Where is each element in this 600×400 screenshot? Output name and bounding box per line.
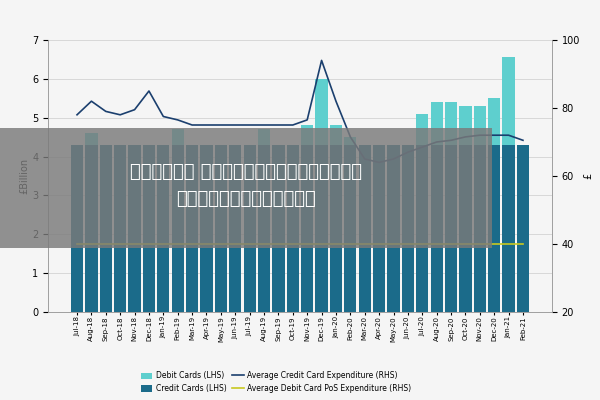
Bar bbox=[258, 145, 270, 312]
Bar bbox=[402, 145, 414, 312]
Bar bbox=[100, 145, 112, 312]
Bar bbox=[388, 145, 400, 312]
Bar bbox=[172, 129, 184, 312]
Bar bbox=[316, 145, 328, 312]
Text: 网上配资查询 年货节调研：地域年货走红、以旧
换新加力，京东获七成多好评: 网上配资查询 年货节调研：地域年货走红、以旧 换新加力，京东获七成多好评 bbox=[130, 163, 362, 208]
Legend: Debit Cards (LHS), Credit Cards (LHS), Average Credit Card Expenditure (RHS), Av: Debit Cards (LHS), Credit Cards (LHS), A… bbox=[138, 368, 414, 396]
Bar bbox=[517, 145, 529, 312]
Bar bbox=[71, 145, 83, 312]
Bar bbox=[402, 145, 414, 312]
Bar bbox=[244, 145, 256, 312]
Bar bbox=[100, 145, 112, 312]
Bar bbox=[157, 145, 169, 312]
Bar bbox=[431, 145, 443, 312]
Bar bbox=[272, 145, 284, 312]
Bar bbox=[373, 145, 385, 312]
Bar bbox=[128, 145, 140, 312]
Bar bbox=[373, 145, 385, 312]
Bar bbox=[502, 145, 515, 312]
Bar bbox=[301, 126, 313, 312]
Bar bbox=[517, 145, 529, 312]
Bar bbox=[344, 145, 356, 312]
Bar bbox=[128, 145, 140, 312]
Y-axis label: £Billion: £Billion bbox=[19, 158, 29, 194]
Bar bbox=[416, 114, 428, 312]
Bar bbox=[460, 106, 472, 312]
Bar bbox=[85, 145, 98, 312]
Bar bbox=[114, 145, 126, 312]
Bar bbox=[200, 145, 212, 312]
Bar bbox=[445, 145, 457, 312]
Bar bbox=[316, 79, 328, 312]
Bar bbox=[215, 145, 227, 312]
Bar bbox=[229, 145, 241, 312]
Bar bbox=[287, 145, 299, 312]
Bar bbox=[114, 145, 126, 312]
Bar bbox=[85, 133, 98, 312]
Bar bbox=[215, 145, 227, 312]
Bar bbox=[474, 106, 486, 312]
Bar bbox=[71, 145, 83, 312]
Bar bbox=[301, 145, 313, 312]
Bar bbox=[229, 145, 241, 312]
Bar bbox=[287, 145, 299, 312]
Bar bbox=[502, 58, 515, 312]
Bar bbox=[460, 145, 472, 312]
Bar bbox=[488, 145, 500, 312]
Bar bbox=[244, 145, 256, 312]
Bar bbox=[258, 129, 270, 312]
Bar bbox=[474, 145, 486, 312]
Y-axis label: £: £ bbox=[583, 173, 593, 179]
Bar bbox=[272, 145, 284, 312]
Bar bbox=[186, 145, 198, 312]
Bar bbox=[445, 102, 457, 312]
Bar bbox=[431, 102, 443, 312]
Bar bbox=[388, 145, 400, 312]
Bar bbox=[359, 145, 371, 312]
Bar bbox=[330, 126, 342, 312]
Bar bbox=[488, 98, 500, 312]
Bar bbox=[143, 145, 155, 312]
Bar bbox=[186, 145, 198, 312]
Bar bbox=[344, 137, 356, 312]
Bar bbox=[416, 145, 428, 312]
Bar bbox=[200, 145, 212, 312]
Bar bbox=[330, 145, 342, 312]
Bar bbox=[157, 145, 169, 312]
Bar bbox=[172, 145, 184, 312]
Bar bbox=[143, 145, 155, 312]
Bar bbox=[359, 145, 371, 312]
